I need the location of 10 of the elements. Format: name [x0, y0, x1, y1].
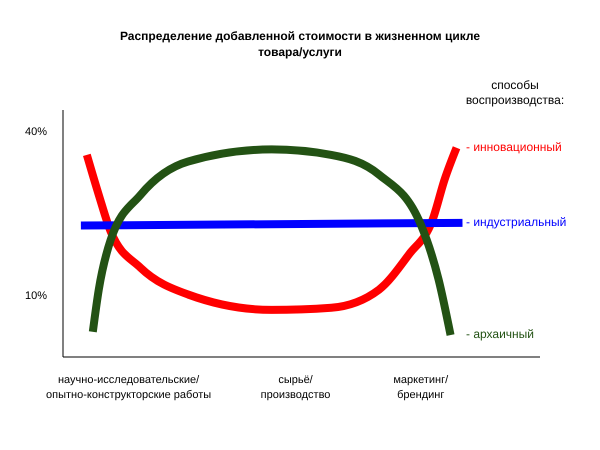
- y-tick-label: 40%: [24, 126, 48, 138]
- x-tick-label: научно-исследовательские/ опытно-конструкторские работы: [46, 374, 212, 401]
- legend-title: способы воспроизводства:: [464, 78, 566, 108]
- series-label: - инновационный: [466, 140, 562, 154]
- y-tick-label: 10%: [24, 290, 48, 302]
- x-tick-label: сырьё/ производство: [260, 374, 330, 401]
- series-label: - индустриальный: [466, 214, 566, 229]
- series-label: - архаичный: [466, 327, 534, 342]
- chart-title: Распределение добавленной стоимости в жизненном цикле товара/услуги: [118, 28, 482, 60]
- x-tick-label: маркетинг/ брендинг: [393, 374, 450, 401]
